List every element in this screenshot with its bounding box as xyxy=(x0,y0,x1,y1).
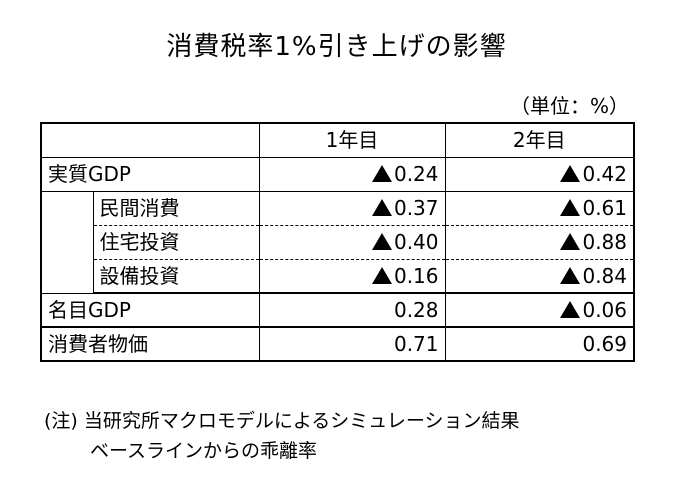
footnote-line-2: ベースラインからの乖離率 xyxy=(90,440,318,462)
cell-year2: 0.88 xyxy=(444,224,635,260)
row-label: 住宅投資 xyxy=(92,224,260,260)
row-label: 名目GDP xyxy=(40,292,260,328)
negative-triangle-icon xyxy=(560,266,581,284)
cell-year1: 0.28 xyxy=(258,292,446,328)
impact-table: 1年目 2年目 実質GDP 0.24 0.42 民間消費 0.37 0.61 住… xyxy=(40,122,635,362)
negative-triangle-icon xyxy=(371,266,392,284)
table-header-row: 1年目 2年目 xyxy=(40,122,635,158)
cell-year1: 0.40 xyxy=(258,224,446,260)
indent-spacer xyxy=(40,190,94,294)
table-row: 消費者物価 0.71 0.69 xyxy=(40,326,635,362)
cell-year2: 0.84 xyxy=(444,258,635,294)
page-title: 消費税率1%引き上げの影響 xyxy=(166,32,507,62)
unit-label: （単位：%） xyxy=(509,94,629,118)
row-label: 実質GDP xyxy=(40,156,260,192)
negative-triangle-icon xyxy=(371,233,392,250)
negative-triangle-icon xyxy=(560,199,581,216)
table-row: 民間消費 0.37 0.61 xyxy=(40,190,635,294)
cell-year2: 0.42 xyxy=(444,156,635,192)
header-year2: 2年目 xyxy=(444,122,635,158)
row-label: 消費者物価 xyxy=(40,326,260,362)
header-label-cell xyxy=(40,122,260,158)
cell-year1: 0.24 xyxy=(258,156,446,192)
cell-year2: 0.06 xyxy=(444,292,635,328)
row-label: 設備投資 xyxy=(92,258,260,294)
table-row: 名目GDP 0.28 0.06 xyxy=(40,292,635,328)
cell-year1: 0.16 xyxy=(258,258,446,294)
negative-triangle-icon xyxy=(371,165,392,182)
table-row: 住宅投資 0.40 0.88 xyxy=(41,224,635,260)
footnote-line-1: (注) 当研究所マクロモデルによるシミュレーション結果 xyxy=(44,410,520,432)
negative-triangle-icon xyxy=(560,301,581,318)
header-year1: 1年目 xyxy=(258,122,446,158)
negative-triangle-icon xyxy=(371,199,392,216)
cell-year1: 0.37 xyxy=(258,190,446,226)
row-label: 民間消費 xyxy=(92,190,260,226)
negative-triangle-icon xyxy=(560,165,581,182)
cell-year2: 0.61 xyxy=(444,190,635,226)
footnote: (注) 当研究所マクロモデルによるシミュレーション結果 ベースラインからの乖離率 xyxy=(44,406,520,466)
table-row: 設備投資 0.16 0.84 xyxy=(41,258,635,294)
negative-triangle-icon xyxy=(560,233,581,250)
cell-year1: 0.71 xyxy=(258,326,446,362)
cell-year2: 0.69 xyxy=(444,326,635,362)
table-row: 実質GDP 0.24 0.42 xyxy=(40,156,635,192)
